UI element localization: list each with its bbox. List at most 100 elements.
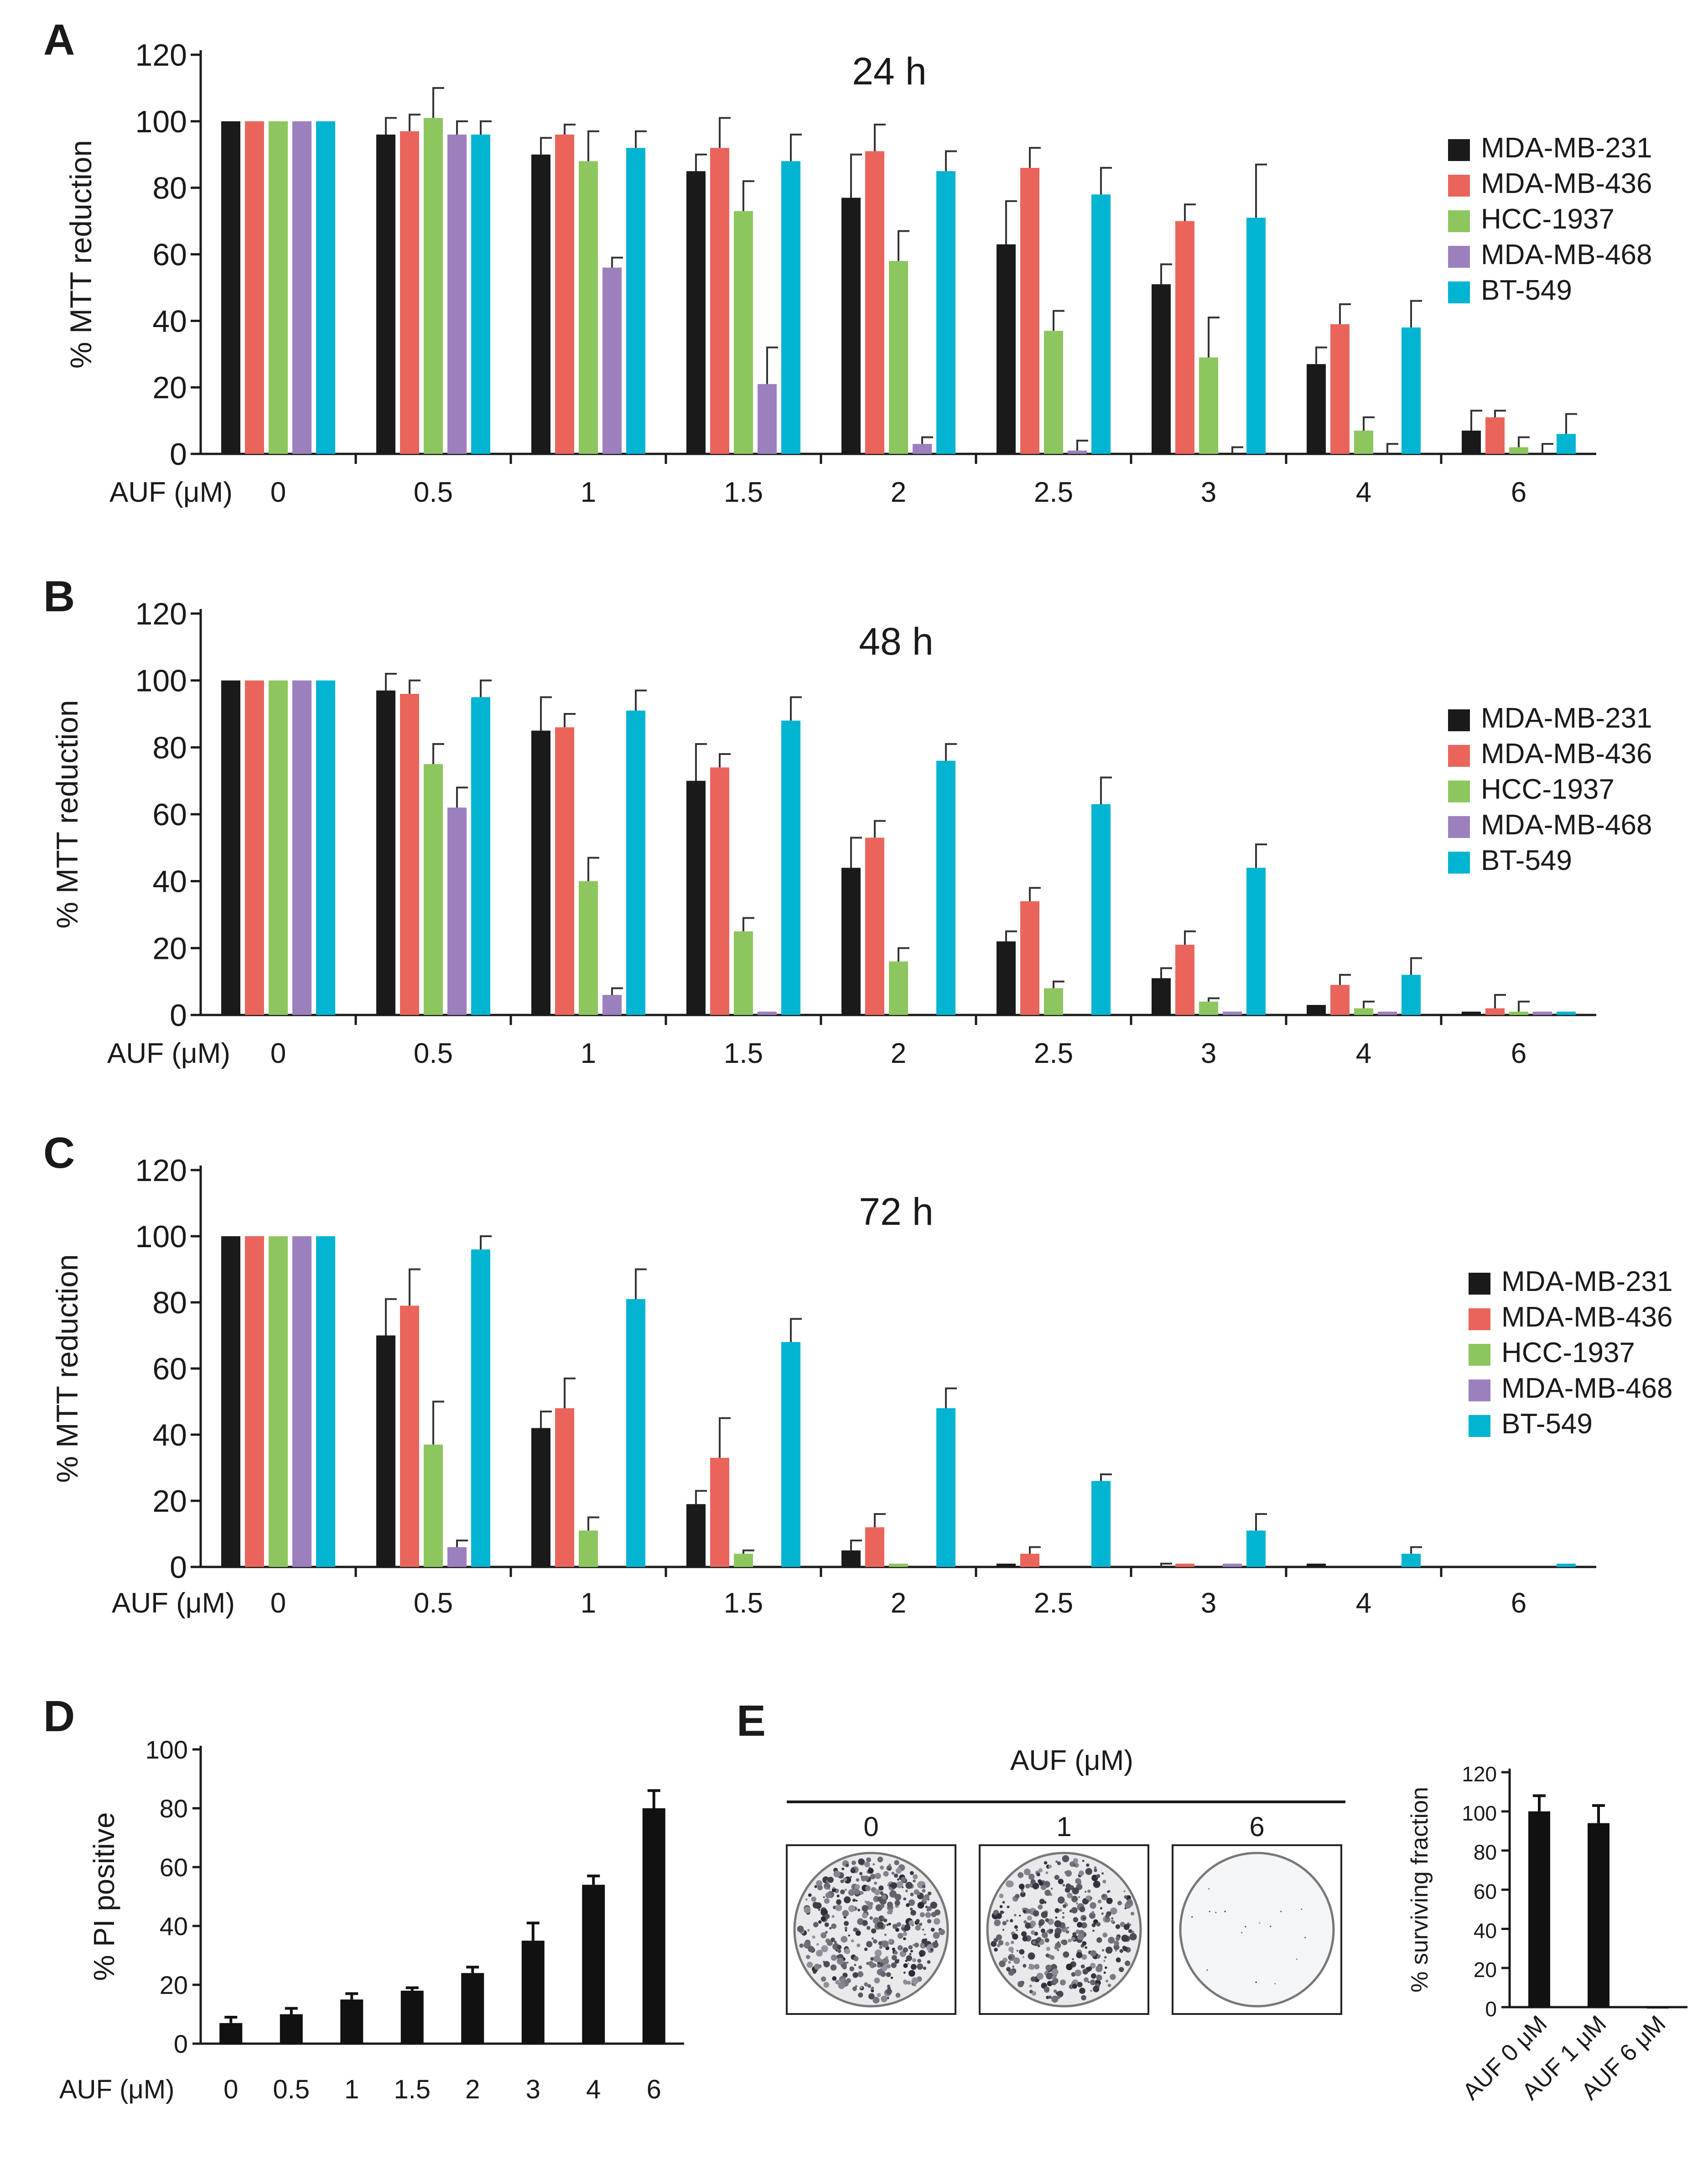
colony	[880, 1971, 886, 1977]
colony	[916, 1891, 920, 1895]
colony	[908, 1970, 915, 1977]
colony	[1091, 1923, 1096, 1927]
colony	[1033, 1910, 1039, 1917]
colony	[910, 1907, 913, 1911]
bar-bt-549	[1402, 975, 1421, 1015]
colony	[1114, 1941, 1119, 1946]
colony	[1073, 1863, 1076, 1867]
colony	[1034, 1964, 1040, 1970]
y-axis-label: % MTT reduction	[64, 140, 98, 369]
x-axis-label: AUF (μM)	[107, 1038, 230, 1069]
colony	[1101, 1872, 1104, 1875]
colony	[921, 1938, 927, 1944]
culture-well	[1179, 1852, 1335, 2008]
colony	[1081, 1922, 1087, 1929]
colony	[834, 1941, 837, 1944]
colony	[874, 1889, 881, 1895]
bar-hcc-1937	[734, 211, 753, 454]
bar-hcc-1937	[1044, 988, 1063, 1015]
bar-mda-mb-231	[221, 121, 240, 454]
colony	[844, 1920, 849, 1926]
colony	[1030, 1879, 1036, 1884]
colony	[1059, 1979, 1066, 1986]
colony	[823, 1896, 825, 1899]
bar-mda-mb-436	[245, 121, 264, 454]
colony	[826, 1940, 833, 1946]
colony	[1029, 1964, 1035, 1970]
colony	[1046, 1930, 1049, 1933]
colony	[868, 1867, 872, 1870]
colony	[857, 1918, 864, 1925]
bar-hcc-1937	[269, 121, 288, 454]
colony	[806, 1962, 813, 1968]
colony	[888, 1922, 891, 1925]
colony	[1038, 1868, 1043, 1873]
colony	[1076, 1951, 1083, 1958]
colony	[1045, 1964, 1052, 1971]
colony	[848, 1905, 856, 1912]
bar-hcc-1937	[424, 1444, 443, 1567]
bar-mda-mb-231	[1462, 1011, 1481, 1015]
colony	[1077, 1982, 1083, 1988]
colony	[1073, 1899, 1076, 1903]
colony	[909, 1920, 914, 1926]
colony	[858, 1965, 862, 1969]
colony	[1090, 1989, 1092, 1992]
colony	[1100, 1907, 1103, 1910]
colony	[1102, 1879, 1106, 1884]
panel-label: E	[737, 1696, 766, 1745]
x-tick-label: 1	[581, 477, 596, 508]
colony	[1117, 1900, 1122, 1905]
colony	[841, 1936, 848, 1943]
colony	[867, 1904, 873, 1910]
colony	[824, 1922, 829, 1927]
legend-entry: MDA-MB-436	[1501, 1301, 1673, 1333]
colony	[1241, 1932, 1243, 1934]
colony	[1124, 1895, 1128, 1899]
colony	[1051, 1968, 1059, 1976]
colony	[1087, 1889, 1091, 1893]
bar-bt-549	[316, 680, 335, 1015]
colony	[883, 1918, 888, 1923]
colony	[909, 1871, 914, 1875]
colony	[870, 1987, 873, 1990]
y-tick-label: 120	[135, 597, 187, 631]
colony	[1082, 1968, 1089, 1975]
colony	[907, 1962, 909, 1965]
colony	[1083, 1917, 1085, 1920]
colony	[812, 1935, 815, 1939]
bar-mda-mb-468	[1223, 1563, 1242, 1567]
bar-mda-mb-468	[1378, 1011, 1397, 1015]
colony	[842, 1910, 849, 1917]
colony	[913, 1879, 916, 1883]
legend-entry: BT-549	[1481, 275, 1572, 306]
bar-mda-mb-231	[997, 244, 1016, 454]
colony	[880, 1904, 885, 1909]
x-tick-label: 1	[581, 1587, 596, 1619]
colony	[891, 1871, 895, 1875]
colony	[888, 1939, 893, 1943]
well-label: 1	[1056, 1811, 1071, 1842]
bar-mda-mb-231	[1152, 284, 1171, 454]
legend-swatch	[1448, 139, 1470, 161]
colony	[905, 1960, 908, 1962]
colony	[1091, 1912, 1095, 1916]
colony	[1123, 1924, 1130, 1930]
colony	[1036, 1872, 1040, 1877]
bar-bt-549	[316, 1236, 335, 1567]
bar	[1647, 2007, 1669, 2009]
colony	[1022, 1936, 1028, 1941]
colony	[1086, 1863, 1090, 1867]
colony	[862, 1920, 867, 1925]
colony	[813, 1922, 819, 1927]
colony	[1000, 1910, 1004, 1915]
colony	[852, 1972, 858, 1978]
y-tick-label: 100	[1462, 1801, 1497, 1825]
bar	[400, 1990, 424, 2044]
bar-mda-mb-231	[1307, 1005, 1326, 1015]
colony	[1028, 1873, 1035, 1880]
x-tick-label: 1	[344, 2075, 359, 2104]
colony	[831, 1915, 835, 1918]
colony	[1064, 1887, 1070, 1893]
colony	[1061, 1939, 1068, 1946]
